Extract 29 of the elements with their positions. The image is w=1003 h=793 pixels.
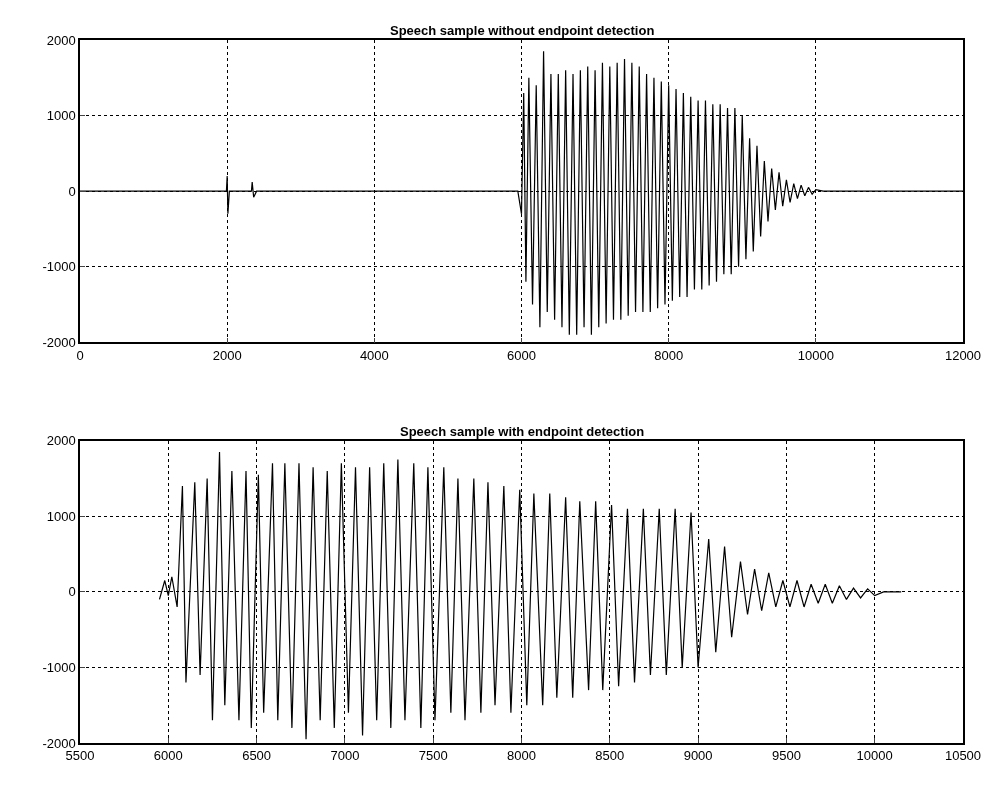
x-tick-label: 10500 [944,748,982,764]
chart-title: Speech sample without endpoint detection [390,23,655,38]
x-tick-label: 8000 [507,748,536,764]
x-tick-label: 8500 [595,748,625,764]
y-tick-label: -2000 [42,334,76,350]
y-tick-label: -1000 [42,659,76,675]
y-tick-label: 0 [68,584,76,600]
x-tick-label: 5500 [65,748,95,764]
y-tick-label: -1000 [42,259,76,275]
x-tick-label: 8000 [654,347,684,363]
x-tick-label: 12000 [944,347,982,363]
x-tick-label: 9000 [683,748,713,764]
x-tick-label: 10000 [797,347,834,363]
y-tick-label: -2000 [42,735,76,751]
y-tick-label: 0 [68,183,76,199]
x-tick-label: 6000 [507,347,536,363]
x-tick-label: 7000 [330,748,360,764]
chart-title: Speech sample with endpoint detection [400,424,645,439]
x-tick-label: 2000 [212,347,242,363]
y-tick-label: 2000 [46,433,76,449]
y-tick-label: 1000 [46,508,76,524]
x-tick-label: 4000 [359,347,389,363]
x-tick-label: 6500 [242,748,272,764]
x-tick-label: 10000 [856,748,893,764]
y-tick-label: 1000 [46,108,76,124]
y-tick-label: 2000 [46,32,76,48]
x-tick-label: 6000 [153,748,183,764]
x-tick-label: 7500 [418,748,448,764]
x-tick-label: 9500 [771,748,801,764]
